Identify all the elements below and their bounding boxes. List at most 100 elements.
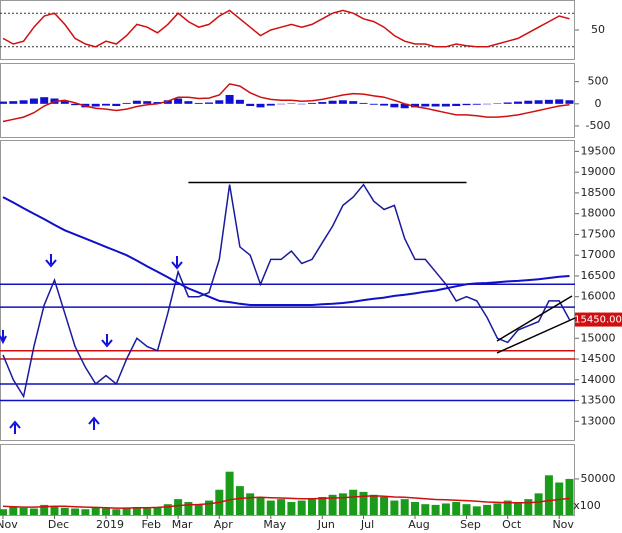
bar — [153, 102, 162, 104]
bar — [390, 103, 399, 108]
channel-top — [496, 295, 573, 342]
bar — [503, 500, 512, 515]
series-line — [2, 83, 570, 123]
y-tick-label: -500 — [586, 119, 611, 132]
bar — [60, 507, 69, 515]
bar — [400, 499, 409, 515]
bar — [102, 103, 110, 106]
bar — [40, 97, 49, 104]
series-line — [2, 183, 571, 399]
x-tick-label: Dec — [48, 518, 69, 531]
bar — [163, 504, 172, 515]
bar — [411, 103, 419, 108]
price-tag-label: 15450.00 — [574, 315, 622, 326]
bar — [534, 493, 543, 515]
bar — [359, 491, 368, 515]
bar — [81, 509, 90, 515]
bar — [184, 502, 193, 515]
y-tick-label: 19000 — [581, 165, 616, 178]
y-tick-label: 14500 — [581, 352, 616, 365]
bar — [544, 475, 553, 515]
bar — [297, 500, 306, 515]
arrow-down — [0, 330, 7, 345]
bar — [122, 507, 131, 515]
bar — [29, 98, 38, 104]
series-line — [2, 495, 570, 509]
bar — [514, 101, 522, 104]
bar — [318, 496, 327, 515]
bar — [565, 478, 574, 515]
bar — [71, 508, 80, 515]
bar — [266, 500, 275, 515]
bar — [524, 100, 533, 104]
y-tick-label: 18000 — [581, 207, 616, 220]
x-tick-label: Mar — [172, 518, 193, 531]
x-tick-label: Sep — [460, 518, 481, 531]
bar — [9, 506, 18, 515]
bar — [472, 506, 481, 515]
bar — [194, 102, 203, 104]
bar — [514, 502, 522, 515]
bar — [256, 103, 265, 108]
bar — [503, 102, 512, 104]
y-tick-label: 50 — [591, 23, 605, 36]
y-tick-label: 14000 — [581, 373, 616, 386]
x-tick-label: Aug — [408, 518, 429, 531]
bar — [452, 103, 461, 107]
series-line — [2, 196, 570, 306]
bar — [246, 103, 255, 107]
bar — [441, 503, 450, 515]
bar — [143, 101, 152, 104]
bar — [174, 499, 183, 515]
bar — [277, 499, 286, 515]
bar — [235, 99, 244, 104]
bar — [19, 100, 28, 104]
x-tick-label: 2019 — [96, 518, 124, 531]
bar — [338, 100, 347, 104]
bar — [225, 471, 234, 515]
y-tick-label: 16000 — [581, 290, 616, 303]
bar — [235, 486, 244, 515]
y-tick-label: 16500 — [581, 269, 616, 282]
bar — [349, 489, 358, 515]
oscillator-panel — [0, 0, 575, 60]
bar — [112, 509, 121, 515]
bar — [318, 102, 327, 104]
bar — [411, 502, 419, 515]
x-tick-label: Nov — [552, 518, 574, 531]
bar — [9, 101, 18, 104]
series-line — [2, 9, 570, 48]
bar — [308, 499, 316, 515]
y-tick-label: 18500 — [581, 186, 616, 199]
price-panel — [0, 140, 575, 441]
bar — [91, 103, 100, 107]
bar — [400, 103, 409, 109]
bar — [369, 494, 378, 515]
y-tick-label: 15000 — [581, 331, 616, 344]
bar — [380, 103, 389, 106]
bar — [132, 507, 141, 515]
bar — [555, 99, 564, 104]
bar — [205, 500, 213, 515]
bar — [256, 496, 265, 515]
marks: 505000-500130001350014000145001500015500… — [0, 9, 622, 531]
y-tick-label: 0 — [595, 97, 602, 110]
bar — [225, 94, 234, 104]
bar — [19, 507, 28, 515]
y-tick-label: 17500 — [581, 227, 616, 240]
bar — [493, 503, 502, 515]
y-tick-label: 13000 — [581, 414, 616, 427]
y-tick-label: 17000 — [581, 248, 616, 261]
bar — [349, 101, 358, 104]
bar — [29, 508, 38, 515]
arrow-down — [45, 254, 57, 268]
y-tick-label: 50000 — [581, 472, 616, 485]
bar — [390, 500, 399, 515]
bar — [102, 508, 110, 515]
arrow-down — [171, 256, 183, 270]
price-tag — [575, 312, 622, 327]
bar — [462, 504, 471, 515]
bar — [441, 103, 450, 107]
x-tick-label: Nov — [0, 518, 18, 531]
bar — [421, 103, 430, 107]
